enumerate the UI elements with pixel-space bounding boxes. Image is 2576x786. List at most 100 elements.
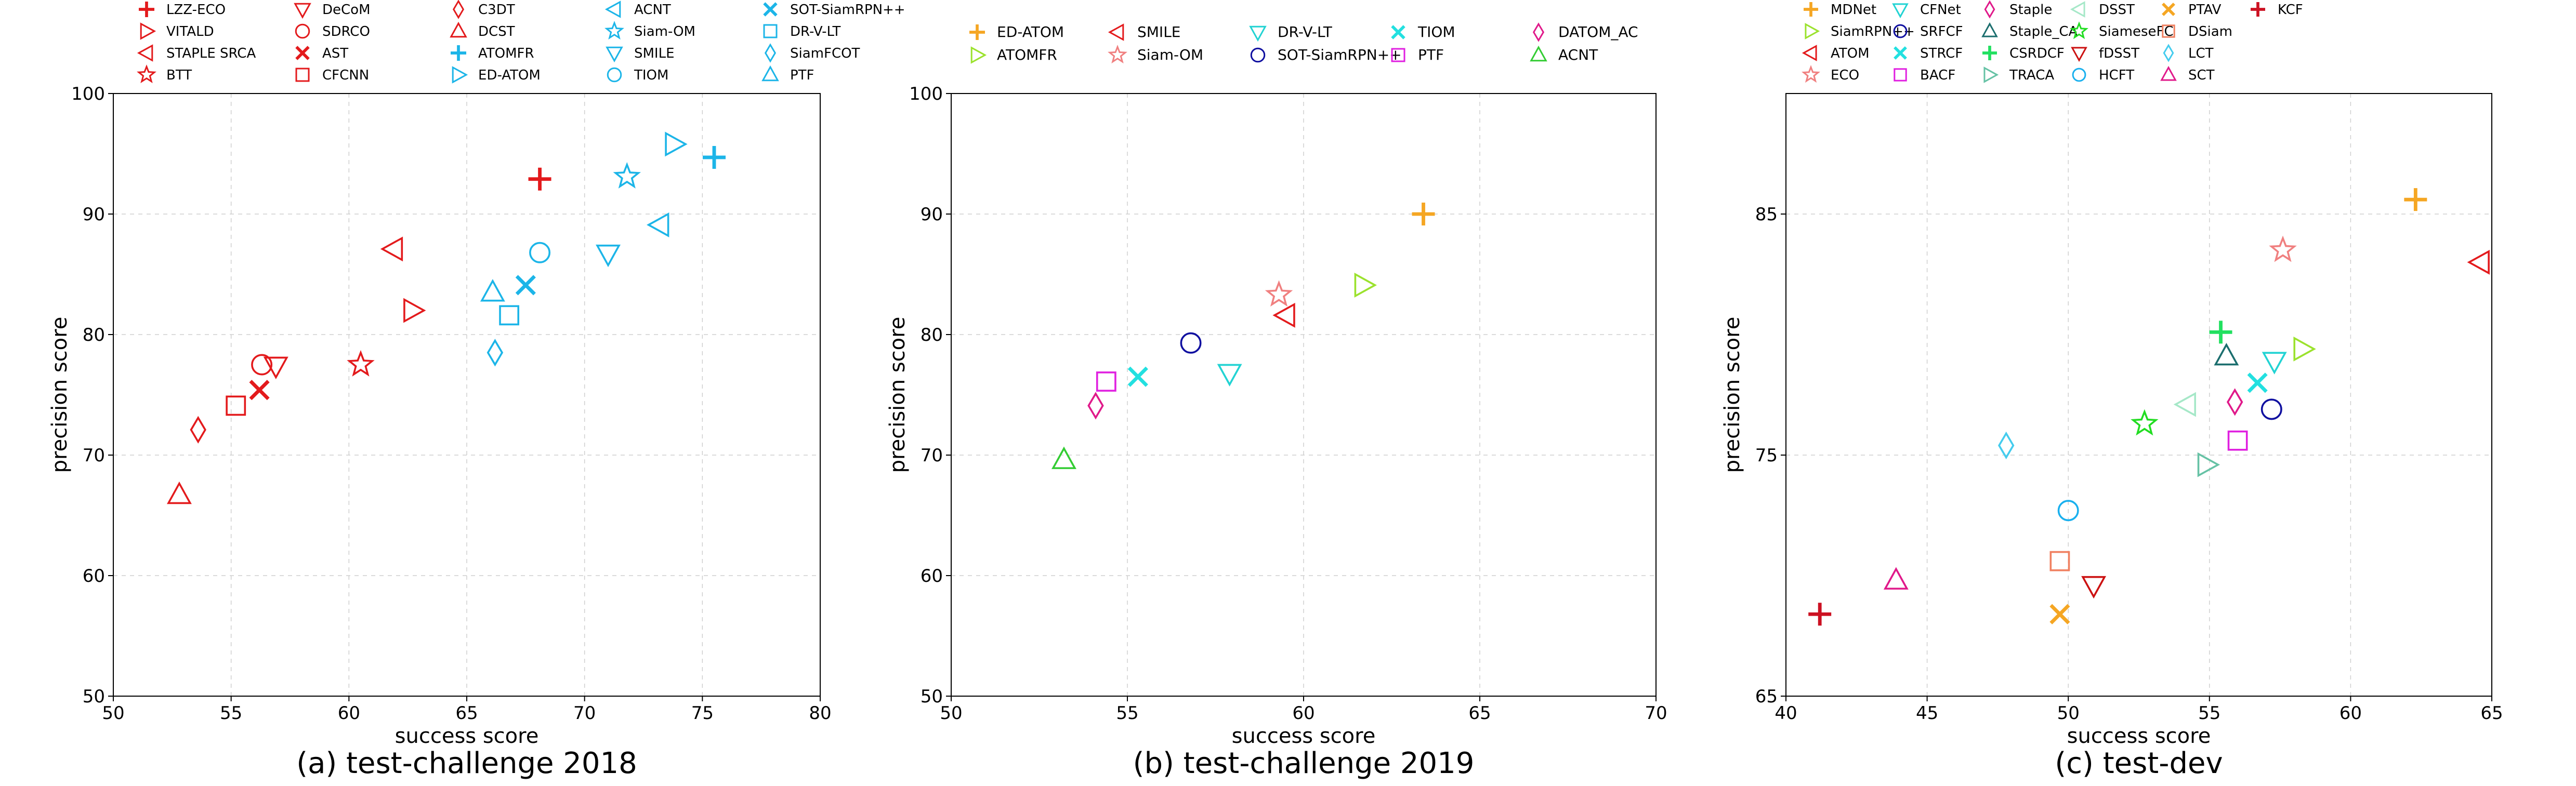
legend-marker-ed-atom <box>969 24 985 40</box>
legend-label-strcf: STRCF <box>1920 46 1963 61</box>
point-strcf <box>2247 372 2268 393</box>
y-axis-label: precision score <box>48 317 72 473</box>
legend-marker-kcf <box>2251 2 2265 17</box>
legend-label-atom: ATOM <box>1831 46 1870 61</box>
legend-marker-tiom <box>607 67 622 83</box>
point-cfcnn <box>226 395 246 416</box>
legend-marker-srfcf <box>1893 24 1908 38</box>
x-tick-label: 55 <box>2198 703 2220 724</box>
legend-label-ptf: PTF <box>790 68 814 83</box>
legend-label-atomfr: ATOMFR <box>997 46 1057 63</box>
legend-label-acnt: ACNT <box>634 2 671 18</box>
legend-marker-cfcnn <box>295 68 310 82</box>
panel-test-challenge-2019: 50 55 60 65 70 50 60 70 80 90 100 success score prec… <box>886 22 1667 780</box>
legend-marker-c3dt <box>452 0 465 19</box>
y-tick-label: 90 <box>83 204 105 225</box>
panel-test-dev: 40 45 50 55 60 65 65 75 85 success score precision… <box>1720 0 2503 780</box>
point-ptav <box>2049 604 2070 624</box>
legend-label-siamesefc: SiameseFC <box>2099 24 2174 39</box>
legend-label-decom: DeCoM <box>322 2 371 18</box>
x-axis-label: success score <box>1232 724 1376 748</box>
legend-marker-btt <box>137 64 156 84</box>
legend-marker-dcst <box>450 21 467 38</box>
legend-label-dr-v-lt: DR-V-LT <box>1278 23 1333 41</box>
x-tick-label: 60 <box>1292 703 1315 724</box>
point-dr-v-lt <box>499 305 520 326</box>
legend-marker-staple <box>1984 0 1995 19</box>
point-staple <box>2226 388 2243 416</box>
legend-marker-eco <box>1802 65 1820 83</box>
x-tick-label: 50 <box>2057 703 2080 724</box>
legend-marker-ptf <box>1391 48 1405 62</box>
legend-marker-bacf <box>1894 68 1907 82</box>
x-tick-label: 80 <box>809 703 831 724</box>
legend-label-eco: ECO <box>1831 68 1859 83</box>
legend-label-kcf: KCF <box>2278 2 2303 18</box>
point-srfcf <box>2260 398 2282 420</box>
y-tick-label: 60 <box>83 566 105 587</box>
legend-label-sot-siamrpn: SOT-SiamRPN++ <box>1278 46 1402 63</box>
x-tick-label: 40 <box>1775 703 1797 724</box>
y-tick-label: 65 <box>1755 686 1778 707</box>
legend-marker-ptav <box>2162 3 2175 16</box>
x-tick-label: 50 <box>102 703 124 724</box>
x-tick-label: 50 <box>940 703 962 724</box>
point-sot-siamrpn <box>1180 332 1202 354</box>
point-atomfr <box>1354 272 1377 298</box>
legend-label-dcst: DCST <box>478 24 515 39</box>
legend-marker-lzz-eco <box>139 2 154 17</box>
point-staple-srca <box>380 236 403 262</box>
legend-label-ptf: PTF <box>1418 46 1444 63</box>
legend-label-vitald: VITALD <box>166 24 214 39</box>
legend-label-cfnet: CFNet <box>1920 2 1961 18</box>
legend-label-staple-srca: STAPLE SRCA <box>166 46 256 61</box>
legend-marker-fdsst <box>2071 47 2087 62</box>
point-siam-om <box>613 162 641 189</box>
point-siamrpn <box>2293 336 2316 362</box>
legend-label-dsiam: DSiam <box>2188 24 2232 39</box>
legend-label-ast: AST <box>322 46 348 61</box>
legend-label-siam-om: Siam-OM <box>634 24 695 39</box>
y-tick-label: 70 <box>921 445 943 466</box>
legend-label-hcft: HCFT <box>2099 68 2134 83</box>
point-dr-v-lt <box>1217 364 1242 387</box>
legend-label-ed-atom: ED-ATOM <box>478 68 541 83</box>
legend-marker-mdnet <box>1804 2 1818 17</box>
point-mdnet <box>2404 188 2427 211</box>
legend-marker-acnt <box>1530 45 1547 62</box>
legend-marker-dsiam <box>2162 24 2175 38</box>
point-smile <box>596 244 621 268</box>
legend-label-c3dt: C3DT <box>478 2 515 18</box>
x-tick-label: 75 <box>691 703 714 724</box>
legend-label-tiom: TIOM <box>1417 23 1455 41</box>
point-dsiam <box>2049 551 2070 571</box>
legend-marker-hcft <box>2072 68 2086 82</box>
legend-label-staple: Staple <box>2009 2 2052 18</box>
point-ast <box>249 380 270 401</box>
legend-marker-lct <box>2163 44 2174 62</box>
point-ptf <box>1096 371 1116 392</box>
point-staple-ca <box>2214 343 2239 366</box>
legend-marker-ast <box>295 46 310 60</box>
legend-marker-dsst <box>2070 1 2085 18</box>
point-acnt <box>647 212 669 237</box>
point-c3dt <box>190 416 206 444</box>
point-lzz-eco <box>528 167 551 191</box>
legend-label-siamfcot: SiamFCOT <box>790 46 860 61</box>
point-vitald <box>403 298 426 323</box>
legend-marker-smile <box>606 46 623 63</box>
legend-label-mdnet: MDNet <box>1831 2 1876 18</box>
legend-label-traca: TRACA <box>2009 68 2054 83</box>
legend-label-lct: LCT <box>2188 46 2214 61</box>
legend-label-btt: BTT <box>166 68 192 83</box>
legend-label-staple-ca: Staple_CA <box>2009 24 2078 39</box>
x-tick-label: 65 <box>1468 703 1491 724</box>
x-tick-label: 45 <box>1916 703 1938 724</box>
point-btt <box>347 350 375 377</box>
point-decom <box>263 356 288 380</box>
point-csrdcf <box>2209 321 2232 344</box>
panel-caption: (c) test-dev <box>2055 747 2223 780</box>
legend-marker-siamrpn <box>1805 23 1820 39</box>
y-tick-label: 90 <box>921 204 943 225</box>
x-tick-label: 70 <box>573 703 596 724</box>
